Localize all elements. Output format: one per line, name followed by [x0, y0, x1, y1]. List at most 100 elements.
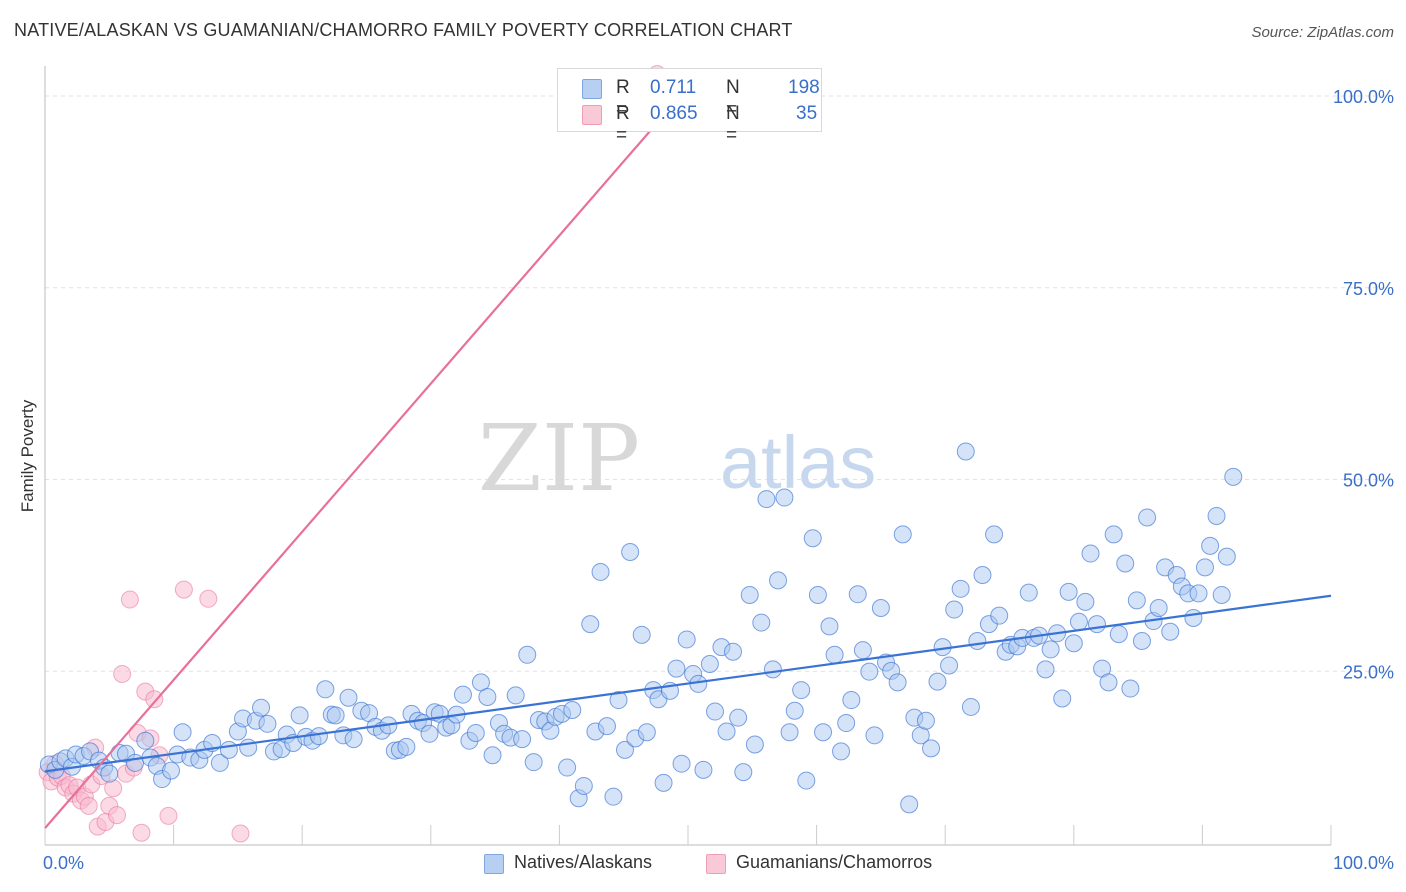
point-natives — [1036, 660, 1055, 679]
point-natives — [990, 606, 1009, 625]
watermark: ZIP atlas — [478, 405, 876, 512]
point-natives — [339, 688, 358, 707]
trendlines — [44, 125, 1332, 829]
point-natives — [466, 724, 485, 743]
point-natives — [162, 761, 181, 780]
legend-r-value: 0.865 — [650, 103, 698, 124]
point-natives — [1104, 525, 1123, 544]
point-natives — [563, 701, 582, 720]
point-natives — [621, 543, 640, 562]
point-natives — [574, 776, 593, 795]
legend-r-value: 0.711 — [650, 77, 697, 98]
point-natives — [309, 727, 328, 746]
point-natives — [1207, 506, 1226, 525]
point-natives — [654, 773, 673, 792]
point-guamanians — [174, 580, 193, 599]
point-natives — [397, 737, 416, 756]
point-natives — [173, 723, 192, 742]
bottom-legend-swatch-pink — [706, 854, 726, 874]
point-natives — [483, 746, 502, 765]
point-natives — [893, 525, 912, 544]
point-natives — [609, 691, 628, 710]
point-natives — [775, 488, 794, 507]
point-natives — [871, 598, 890, 617]
chart-title: NATIVE/ALASKAN VS GUAMANIAN/CHAMORRO FAM… — [14, 20, 793, 40]
point-natives — [1195, 558, 1214, 577]
series-natives-points — [39, 442, 1243, 814]
point-natives — [316, 680, 335, 699]
point-natives — [1053, 689, 1072, 708]
trendline-natives — [44, 594, 1332, 773]
point-natives — [745, 735, 764, 754]
bottom-legend-swatch-blue — [484, 854, 504, 874]
point-natives — [518, 645, 537, 664]
point-natives — [604, 787, 623, 806]
point-natives — [792, 681, 811, 700]
point-natives — [581, 615, 600, 634]
point-natives — [888, 673, 907, 692]
legend-n-value: 198 — [788, 77, 820, 98]
point-natives — [290, 706, 309, 725]
legend-r-label: R = — [616, 77, 630, 120]
point-natives — [1064, 634, 1083, 653]
point-natives — [797, 771, 816, 790]
point-natives — [922, 739, 941, 758]
x-tick-label: 0.0% — [43, 853, 84, 873]
point-natives — [677, 630, 696, 649]
point-natives — [100, 764, 119, 783]
point-natives — [1127, 591, 1146, 610]
point-natives — [453, 685, 472, 704]
y-tick-label: 100.0% — [1333, 87, 1394, 107]
point-natives — [672, 754, 691, 773]
point-natives — [1149, 598, 1168, 617]
point-natives — [558, 758, 577, 777]
point-natives — [597, 717, 616, 736]
point-natives — [752, 613, 771, 632]
point-natives — [853, 641, 872, 660]
point-natives — [785, 701, 804, 720]
point-guamanians — [79, 796, 98, 815]
point-natives — [717, 722, 736, 741]
point-natives — [803, 529, 822, 548]
point-natives — [837, 714, 856, 733]
point-guamanians — [132, 823, 151, 842]
point-natives — [740, 585, 759, 604]
point-natives — [951, 579, 970, 598]
y-tick-label: 75.0% — [1343, 279, 1394, 299]
point-natives — [973, 566, 992, 585]
point-natives — [210, 753, 229, 772]
axes — [44, 66, 1332, 846]
point-natives — [1189, 584, 1208, 603]
point-guamanians — [145, 690, 164, 709]
point-natives — [1224, 467, 1243, 486]
legend-swatch-blue — [582, 79, 602, 99]
point-guamanians — [108, 806, 127, 825]
grid-lines — [45, 95, 1394, 672]
point-natives — [1041, 640, 1060, 659]
point-guamanians — [113, 664, 132, 683]
legend-r-label: R = — [616, 103, 630, 146]
point-natives — [637, 723, 656, 742]
point-natives — [694, 760, 713, 779]
point-natives — [136, 731, 155, 750]
point-guamanians — [199, 589, 218, 608]
source-label: Source: ZipAtlas.com — [1251, 24, 1394, 41]
bottom-legend-label: Natives/Alaskans — [514, 852, 653, 872]
point-natives — [1116, 554, 1135, 573]
point-natives — [667, 659, 686, 678]
point-natives — [842, 691, 861, 710]
point-natives — [956, 442, 975, 461]
point-natives — [126, 753, 145, 772]
point-natives — [1087, 615, 1106, 634]
point-natives — [769, 571, 788, 590]
trendline-guamanians — [44, 125, 656, 829]
legend-n-value: 35 — [796, 103, 818, 124]
point-guamanians — [159, 806, 178, 825]
watermark-atlas: atlas — [720, 421, 876, 504]
point-natives — [506, 686, 525, 705]
point-natives — [1099, 673, 1118, 692]
point-natives — [814, 723, 833, 742]
point-natives — [706, 702, 725, 721]
point-natives — [219, 740, 238, 759]
